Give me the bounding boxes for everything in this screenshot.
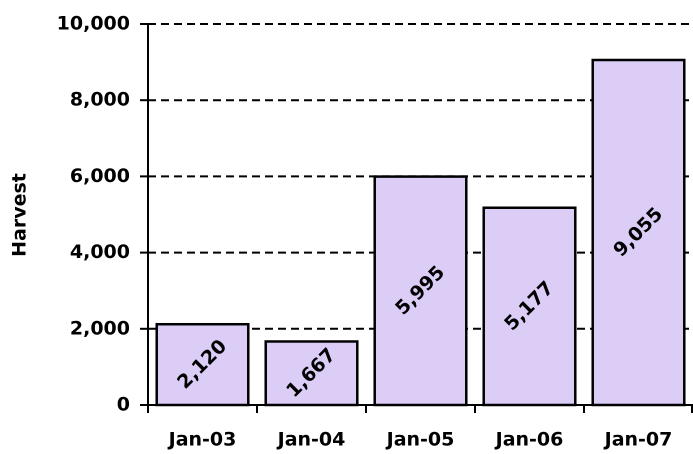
x-tick-label: Jan-05	[385, 429, 455, 451]
y-axis-title: Harvest	[9, 173, 31, 257]
bar	[591, 58, 686, 407]
x-tick-label: Jan-03	[167, 429, 237, 451]
bar	[373, 175, 468, 407]
bar	[482, 206, 577, 407]
y-tick-label: 10,000	[57, 13, 130, 35]
y-tick-label: 4,000	[70, 241, 130, 263]
x-tick-label: Jan-07	[603, 429, 673, 451]
y-tick-label: 0	[117, 394, 130, 416]
x-tick-label: Jan-04	[276, 429, 346, 451]
y-tick-label: 2,000	[70, 317, 130, 339]
y-tick-label: 8,000	[70, 89, 130, 111]
y-tick-label: 6,000	[70, 165, 130, 187]
x-tick-label: Jan-06	[494, 429, 564, 451]
